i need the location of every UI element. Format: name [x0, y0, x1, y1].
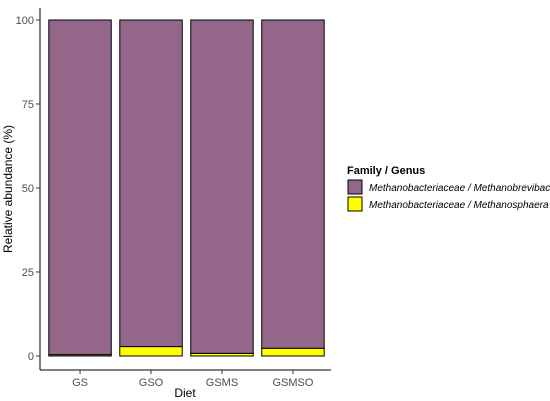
bars-group — [48, 19, 325, 357]
bar-gso-series-1 — [119, 19, 183, 348]
x-ticks-group: GS GSO GSMS GSMSO — [72, 370, 314, 389]
y-tick-label-25: 25 — [22, 267, 34, 279]
bar-gso-series-0 — [119, 346, 183, 357]
legend-swatch-0 — [347, 179, 363, 195]
y-ticks-group: 0 25 50 75 100 — [16, 15, 40, 363]
x-tick-label-gsms: GSMS — [206, 377, 238, 389]
bar-gs-series-1 — [48, 19, 112, 356]
legend-swatch-1 — [347, 196, 363, 212]
x-axis-title: Diet — [174, 386, 196, 400]
x-tick-label-gso: GSO — [139, 377, 164, 389]
axes-group — [39, 8, 331, 371]
y-tick-label-100: 100 — [16, 15, 34, 27]
x-tick-label-gs: GS — [72, 377, 88, 389]
y-tick-label-0: 0 — [28, 351, 34, 363]
y-tick-label-75: 75 — [22, 99, 34, 111]
legend: Family / Genus Methanobacteriaceae / Met… — [347, 165, 550, 212]
legend-entries: Methanobacteriaceae / Methanobrevibacter… — [347, 179, 550, 212]
legend-label-0: Methanobacteriaceae / Methanobrevibacter — [369, 183, 550, 194]
bar-gsmso-series-1 — [261, 19, 325, 349]
x-tick-label-gsmso: GSMSO — [272, 377, 313, 389]
legend-label-1: Methanobacteriaceae / Methanosphaera — [369, 200, 549, 211]
y-tick-label-50: 50 — [22, 183, 34, 195]
y-axis-title: Relative abundance (%) — [1, 125, 15, 253]
bar-gsmso-series-0 — [261, 347, 325, 357]
legend-title: Family / Genus — [347, 165, 425, 177]
bar-gsms-series-1 — [190, 19, 254, 354]
